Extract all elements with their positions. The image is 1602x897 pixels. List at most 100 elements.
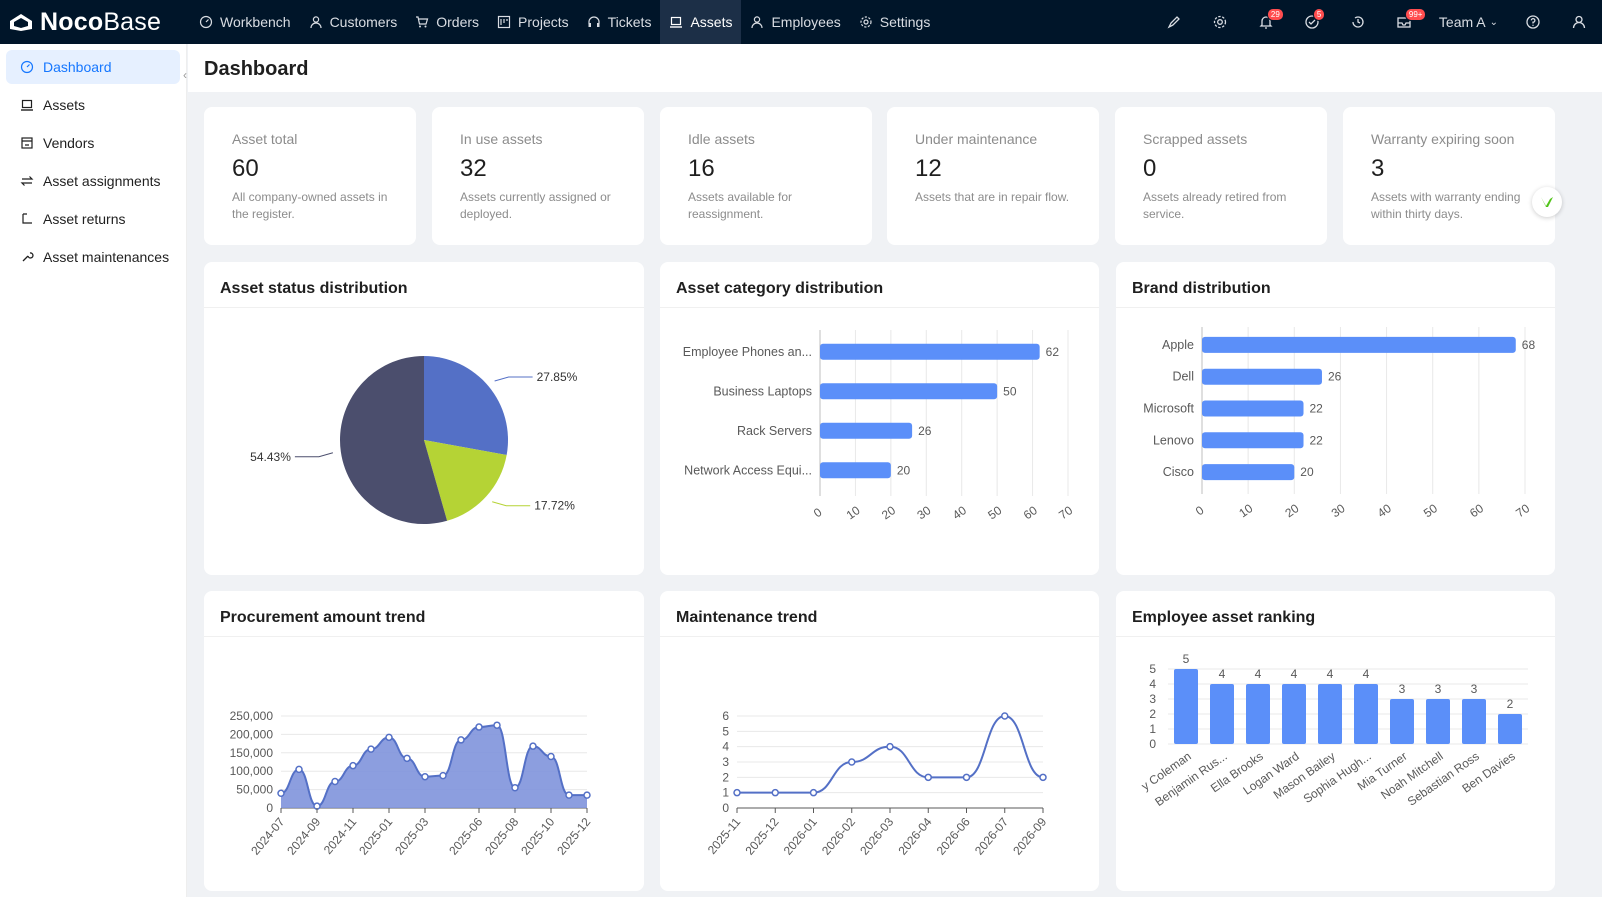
- theme-brush-icon[interactable]: [1151, 0, 1197, 44]
- pie-slice[interactable]: [340, 356, 448, 524]
- asset-category-title: Asset category distribution: [660, 262, 1099, 308]
- data-point[interactable]: [547, 752, 555, 761]
- y-tick-label: 0: [722, 801, 729, 815]
- data-point[interactable]: [457, 736, 465, 744]
- x-tick-label: 60: [1021, 503, 1040, 522]
- data-point[interactable]: [295, 765, 303, 774]
- sidebar-item-label: Asset returns: [43, 211, 126, 227]
- data-point[interactable]: [511, 784, 519, 792]
- nav-item-projects[interactable]: Projects: [488, 0, 578, 44]
- app-logo[interactable]: NocoBase: [0, 0, 190, 44]
- bar[interactable]: [820, 462, 891, 479]
- bar-value-label: 4: [1255, 667, 1262, 681]
- x-tick-label: 20: [1283, 501, 1302, 520]
- sidebar-item-asset-maintenances[interactable]: Asset maintenances: [6, 240, 180, 274]
- collapse-sidebar-icon[interactable]: ‹: [183, 68, 187, 82]
- inbox-icon[interactable]: 99+: [1381, 0, 1427, 44]
- data-point[interactable]: [403, 754, 411, 763]
- sidebar-item-vendors[interactable]: Vendors: [6, 126, 180, 160]
- data-point[interactable]: [529, 742, 537, 750]
- user-account-icon[interactable]: [1556, 0, 1602, 44]
- y-tick-label: 3: [1149, 692, 1156, 706]
- bar[interactable]: [1318, 684, 1342, 744]
- data-point[interactable]: [277, 789, 285, 798]
- laptop-icon: [670, 16, 683, 28]
- bar[interactable]: [1282, 684, 1306, 744]
- bar[interactable]: [1202, 432, 1304, 449]
- bar[interactable]: [1174, 669, 1198, 744]
- bar-value-label: 3: [1471, 682, 1478, 696]
- pie-slice-label: 54.43%: [250, 450, 291, 464]
- bar[interactable]: [1390, 699, 1414, 744]
- data-point[interactable]: [886, 742, 894, 751]
- x-tick-label: 2024-09: [284, 815, 323, 858]
- data-point[interactable]: [924, 773, 932, 782]
- data-point[interactable]: [475, 723, 483, 731]
- cart-icon: [416, 16, 429, 28]
- nav-item-orders[interactable]: Orders: [406, 0, 488, 44]
- data-point[interactable]: [385, 733, 393, 742]
- bar[interactable]: [1462, 699, 1486, 744]
- data-point[interactable]: [439, 771, 447, 780]
- y-tick-label: 5: [1149, 662, 1156, 676]
- data-point[interactable]: [421, 772, 429, 781]
- data-point[interactable]: [1039, 773, 1047, 782]
- x-tick-label: 2025-10: [518, 815, 557, 858]
- bar-value-label: 4: [1363, 667, 1370, 681]
- data-point[interactable]: [962, 773, 971, 782]
- bar[interactable]: [1202, 464, 1295, 481]
- settings-gear-icon[interactable]: [1197, 0, 1243, 44]
- nav-item-settings[interactable]: Settings: [850, 0, 940, 44]
- team-switcher[interactable]: Team A ⌄: [1427, 0, 1510, 44]
- notification-bell-icon[interactable]: 29: [1243, 0, 1289, 44]
- data-point[interactable]: [565, 791, 573, 799]
- stat-card-in-use-assets: In use assets 32 Assets currently assigned…: [432, 107, 644, 245]
- nav-item-label: Settings: [879, 14, 931, 30]
- data-point[interactable]: [583, 791, 591, 799]
- pie-slice[interactable]: [424, 440, 507, 521]
- bar[interactable]: [1246, 684, 1270, 744]
- help-icon[interactable]: [1510, 0, 1556, 44]
- procurement-area-chart: 0 50,000 100,000 150,000 200,000 250,000 2024-…: [230, 709, 594, 858]
- nav-item-assets[interactable]: Assets: [660, 0, 742, 44]
- bar[interactable]: [820, 422, 913, 439]
- sidebar-item-asset-assignments[interactable]: Asset assignments: [6, 164, 180, 198]
- bar[interactable]: [1202, 336, 1516, 353]
- nav-item-workbench[interactable]: Workbench: [190, 0, 300, 44]
- sidebar-item-dashboard[interactable]: Dashboard: [6, 50, 180, 84]
- data-point[interactable]: [1001, 712, 1009, 720]
- assistant-button[interactable]: [1532, 187, 1562, 217]
- data-point[interactable]: [809, 788, 818, 797]
- data-point[interactable]: [331, 777, 339, 786]
- asset-status-title: Asset status distribution: [204, 262, 644, 308]
- bar-value-label: 20: [897, 463, 911, 477]
- bar[interactable]: [1354, 684, 1378, 744]
- bar[interactable]: [1202, 368, 1322, 385]
- bar[interactable]: [1498, 714, 1522, 744]
- x-tick-label: 0: [811, 505, 825, 520]
- x-tick-label: 50: [985, 503, 1004, 522]
- x-tick-label: 10: [1236, 501, 1255, 520]
- bar[interactable]: [820, 343, 1040, 360]
- history-clock-icon[interactable]: [1335, 0, 1381, 44]
- bar[interactable]: [1202, 400, 1304, 417]
- pie-slice[interactable]: [424, 356, 508, 455]
- data-point[interactable]: [493, 721, 501, 729]
- nav-item-tickets[interactable]: Tickets: [578, 0, 661, 44]
- data-point[interactable]: [771, 788, 779, 797]
- data-point[interactable]: [733, 788, 741, 797]
- task-check-icon[interactable]: 5: [1289, 0, 1335, 44]
- y-category-label: Dell: [1172, 370, 1194, 384]
- nav-item-customers[interactable]: Customers: [300, 0, 407, 44]
- data-point[interactable]: [367, 745, 375, 753]
- sidebar-item-assets[interactable]: Assets: [6, 88, 180, 122]
- x-tick-label: 2025-06: [446, 815, 485, 858]
- bar[interactable]: [820, 383, 998, 400]
- sidebar-item-asset-returns[interactable]: Asset returns: [6, 202, 180, 236]
- x-tick-label: 2025-08: [482, 815, 521, 858]
- data-point[interactable]: [848, 758, 856, 766]
- bar[interactable]: [1426, 699, 1450, 744]
- nav-item-employees[interactable]: Employees: [741, 0, 849, 44]
- bar[interactable]: [1210, 684, 1234, 744]
- data-point[interactable]: [349, 761, 357, 770]
